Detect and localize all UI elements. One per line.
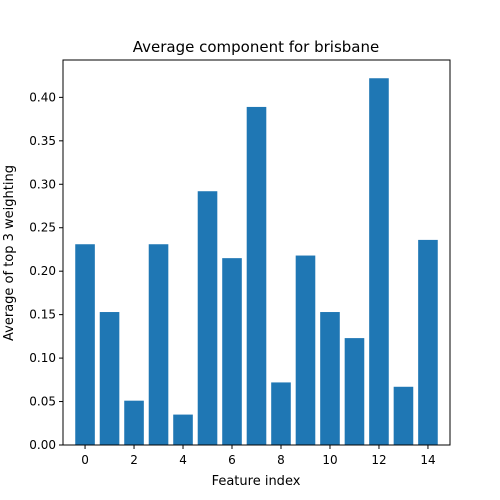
x-tick-label: 14 xyxy=(420,453,435,467)
bar-feature-7 xyxy=(246,106,267,445)
y-tick-label: 0.10 xyxy=(29,351,56,365)
y-tick-label: 0.40 xyxy=(29,90,56,104)
plot-frame xyxy=(62,59,451,446)
x-tick-label: 6 xyxy=(228,453,236,467)
bar-feature-1 xyxy=(99,312,120,445)
y-tick-label: 0.35 xyxy=(29,134,56,148)
y-tick-label: 0.05 xyxy=(29,395,56,409)
bar-feature-3 xyxy=(148,244,169,445)
x-tick-label: 2 xyxy=(130,453,138,467)
x-tick-label: 12 xyxy=(371,453,386,467)
x-axis: 0 2 4 6 8 10 12 14 xyxy=(81,445,436,467)
bar-feature-6 xyxy=(222,258,242,445)
bar-feature-11 xyxy=(344,338,365,445)
bar-feature-5 xyxy=(197,191,218,445)
y-tick-label: 0.20 xyxy=(29,264,56,278)
x-tick-label: 4 xyxy=(179,453,187,467)
x-axis-label: Feature index xyxy=(212,474,301,489)
bar-feature-10 xyxy=(320,312,340,445)
bar-feature-12 xyxy=(369,78,389,446)
bar-feature-0 xyxy=(75,244,95,445)
bar-feature-14 xyxy=(418,239,438,445)
bar-feature-4 xyxy=(173,414,193,445)
y-tick-label: 0.25 xyxy=(29,221,56,235)
y-axis: 0.00 0.05 0.10 0.15 0.20 0.25 0.30 0.35 0.40 xyxy=(29,90,63,452)
x-tick-label: 8 xyxy=(277,453,285,467)
bar-feature-13 xyxy=(393,386,414,445)
y-axis-label: Average of top 3 weighting xyxy=(2,165,17,341)
y-tick-label: 0.15 xyxy=(29,308,56,322)
bar-feature-2 xyxy=(124,400,144,445)
bars-group xyxy=(75,78,438,446)
x-tick-label: 10 xyxy=(322,453,337,467)
bar-feature-8 xyxy=(271,382,291,445)
x-tick-label: 0 xyxy=(81,453,89,467)
chart-title: Average component for brisbane xyxy=(133,38,380,56)
bar-feature-9 xyxy=(295,255,316,445)
y-tick-label: 0.30 xyxy=(29,177,56,191)
y-tick-label: 0.00 xyxy=(29,438,56,452)
